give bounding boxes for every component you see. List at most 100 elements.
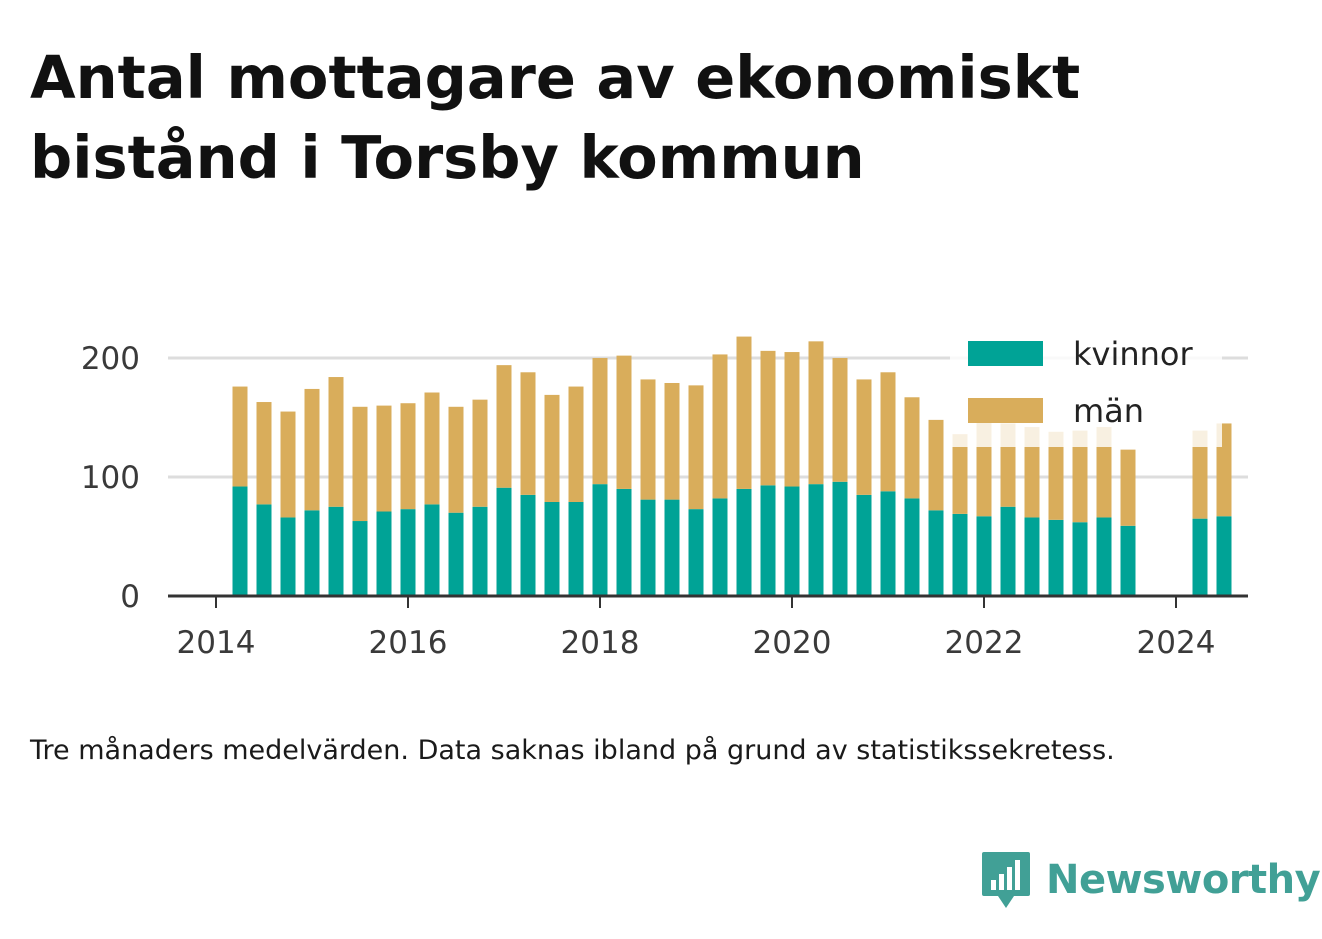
- bar-man-17: [640, 379, 656, 500]
- bar-kvinnor-35: [1072, 522, 1088, 596]
- y-tick-label-0: 0: [120, 579, 140, 615]
- x-tick-label-2018: 2018: [561, 625, 640, 661]
- chart-caption: Tre månaders medelvärden. Data saknas ib…: [30, 735, 1115, 766]
- bar-man-8: [424, 392, 440, 505]
- bar-kvinnor-29: [928, 510, 944, 596]
- bar-man-24: [808, 341, 824, 485]
- legend-label-kvinnor: kvinnor: [1073, 335, 1194, 373]
- bar-kvinnor-26: [856, 494, 872, 596]
- bar-kvinnor-4: [328, 506, 344, 596]
- bar-man-18: [664, 382, 680, 500]
- y-tick-label-100: 100: [81, 460, 140, 496]
- bar-man-33: [1024, 427, 1040, 518]
- stacked-bar-chart: 0 100 200 2014 2016 2018 2020 2022 2024 kvinnor …: [80, 330, 1248, 661]
- bar-man-16: [616, 355, 632, 489]
- bar-man-38: [1192, 430, 1208, 519]
- bar-kvinnor-34: [1048, 519, 1064, 596]
- bar-kvinnor-28: [904, 498, 920, 596]
- bar-kvinnor-9: [448, 512, 464, 596]
- bar-kvinnor-13: [544, 501, 560, 596]
- chart-title-line-2: bistånd i Torsby kommun: [30, 123, 865, 192]
- bar-man-15: [592, 358, 608, 485]
- bar-man-25: [832, 358, 848, 482]
- bar-kvinnor-33: [1024, 517, 1040, 596]
- bar-man-29: [928, 419, 944, 511]
- bar-kvinnor-17: [640, 499, 656, 596]
- bar-kvinnor-0: [232, 486, 248, 596]
- bar-kvinnor-3: [304, 510, 320, 596]
- chart-title: Antal mottagare av ekonomiskt bistånd i …: [30, 38, 1230, 198]
- bar-kvinnor-21: [736, 488, 752, 596]
- bar-man-26: [856, 379, 872, 495]
- x-tick-label-2020: 2020: [753, 625, 832, 661]
- bar-kvinnor-27: [880, 491, 896, 596]
- y-tick-label-200: 200: [81, 341, 140, 377]
- legend-swatch-man: [968, 398, 1043, 423]
- bar-man-35: [1072, 430, 1088, 523]
- bar-man-12: [520, 372, 536, 495]
- bar-man-23: [784, 352, 800, 487]
- bar-kvinnor-39: [1216, 516, 1232, 596]
- x-tick-label-2016: 2016: [369, 625, 448, 661]
- x-tick-label-2014: 2014: [177, 625, 256, 661]
- bar-man-7: [400, 403, 416, 510]
- bar-man-11: [496, 365, 512, 488]
- bar-man-28: [904, 397, 920, 499]
- bar-kvinnor-8: [424, 504, 440, 596]
- bar-man-10: [472, 399, 488, 507]
- bar-man-30: [952, 434, 968, 514]
- bar-man-14: [568, 386, 584, 502]
- axes: 0 100 200 2014 2016 2018 2020 2022 2024: [81, 341, 1248, 661]
- bar-man-34: [1048, 431, 1064, 520]
- bar-man-13: [544, 394, 560, 502]
- legend: kvinnor män: [950, 330, 1222, 447]
- bar-man-27: [880, 372, 896, 492]
- bar-kvinnor-2: [280, 517, 296, 596]
- bar-man-19: [688, 385, 704, 510]
- bar-kvinnor-22: [760, 485, 776, 596]
- legend-label-man: män: [1073, 392, 1144, 430]
- bar-kvinnor-31: [976, 516, 992, 596]
- bar-kvinnor-1: [256, 504, 272, 596]
- bar-man-37: [1120, 449, 1136, 526]
- bar-kvinnor-36: [1096, 517, 1112, 596]
- bar-kvinnor-30: [952, 513, 968, 596]
- bar-kvinnor-7: [400, 509, 416, 596]
- bar-kvinnor-37: [1120, 525, 1136, 596]
- bar-kvinnor-6: [376, 511, 392, 596]
- brand-name: Newsworthy: [1046, 857, 1321, 903]
- bar-man-2: [280, 411, 296, 518]
- x-tick-label-2024: 2024: [1137, 625, 1216, 661]
- chart-title-line-1: Antal mottagare av ekonomiskt: [30, 43, 1081, 112]
- bar-man-1: [256, 402, 272, 505]
- bar-kvinnor-20: [712, 498, 728, 596]
- bar-kvinnor-38: [1192, 518, 1208, 596]
- bar-man-5: [352, 406, 368, 522]
- bar-kvinnor-16: [616, 488, 632, 596]
- bar-kvinnor-23: [784, 486, 800, 596]
- bar-kvinnor-18: [664, 499, 680, 596]
- bar-man-21: [736, 336, 752, 489]
- bar-kvinnor-5: [352, 521, 368, 596]
- bar-kvinnor-12: [520, 494, 536, 596]
- bars: [232, 336, 1232, 596]
- bar-kvinnor-11: [496, 487, 512, 596]
- legend-swatch-kvinnor: [968, 341, 1043, 366]
- newsworthy-logo: Newsworthy: [980, 849, 1321, 911]
- bar-man-6: [376, 405, 392, 512]
- bar-man-9: [448, 406, 464, 513]
- bar-kvinnor-15: [592, 484, 608, 596]
- x-tick-label-2022: 2022: [945, 625, 1024, 661]
- bar-kvinnor-32: [1000, 506, 1016, 596]
- bar-man-36: [1096, 427, 1112, 518]
- bar-kvinnor-19: [688, 509, 704, 596]
- bar-kvinnor-10: [472, 506, 488, 596]
- bar-man-20: [712, 354, 728, 499]
- bar-man-3: [304, 388, 320, 511]
- bar-kvinnor-14: [568, 501, 584, 596]
- bar-kvinnor-24: [808, 484, 824, 596]
- bar-kvinnor-25: [832, 481, 848, 596]
- bar-man-0: [232, 386, 248, 487]
- bar-man-4: [328, 377, 344, 507]
- bar-chart-speech-bubble-icon: [982, 852, 1030, 908]
